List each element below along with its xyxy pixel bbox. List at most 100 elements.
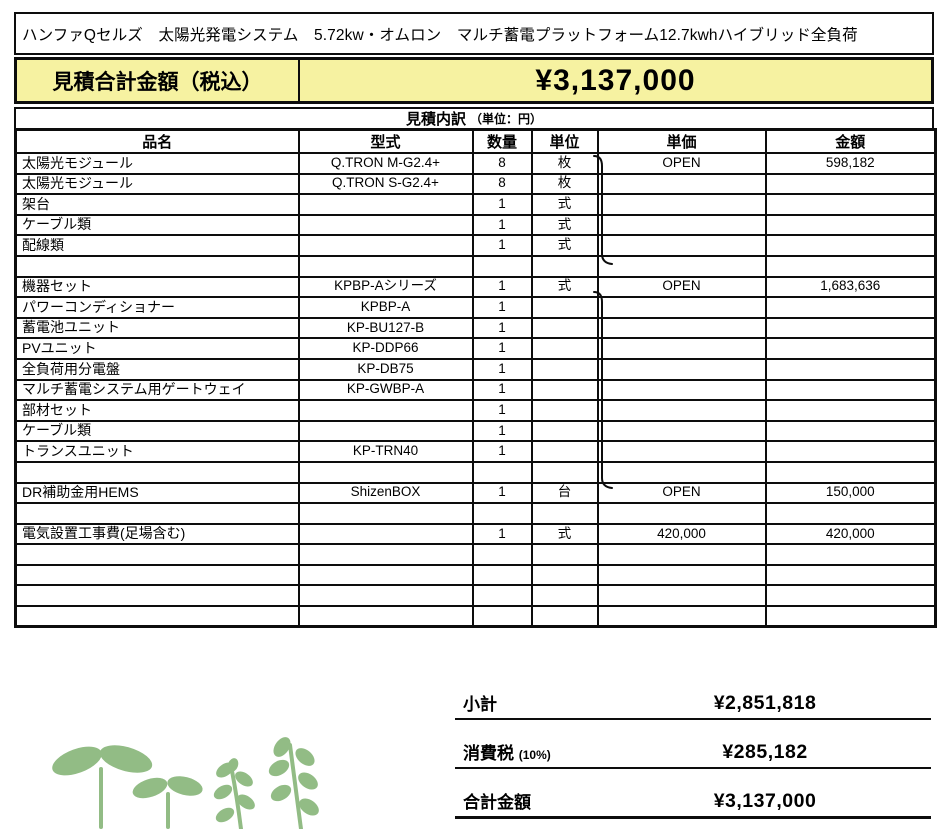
unit-cell: 式: [530, 193, 599, 216]
model-cell: KPBP-A: [297, 296, 474, 319]
amount-cell: [764, 460, 937, 484]
unit-cell: [530, 357, 599, 381]
header-item-name: 品名: [14, 128, 300, 154]
unit-price-cell: [596, 193, 767, 216]
grand-total-label: 見積合計金額（税込）: [17, 60, 300, 101]
quantity-cell: 1: [471, 440, 533, 463]
table-row: マルチ蓄電システム用ゲートウェイ KP-GWBP-A 1: [14, 378, 937, 402]
breakdown-unit-note: （単位：円）: [470, 112, 543, 126]
unit-cell: [530, 502, 599, 525]
quantity-cell: [471, 460, 533, 484]
seedling-illustration: [35, 737, 345, 834]
item-name-cell: 全負荷用分電盤: [14, 357, 300, 381]
quantity-cell: 1: [471, 296, 533, 319]
unit-price-cell: [596, 337, 767, 360]
item-name-cell: [14, 605, 300, 628]
amount-cell: [764, 254, 937, 278]
table-row: トランスユニット KP-TRN40 1: [14, 440, 937, 463]
model-cell: [297, 563, 474, 587]
model-cell: Q.TRON M-G2.4+: [297, 152, 474, 175]
quantity-cell: 1: [471, 419, 533, 443]
breakdown-caption: 見積内訳 （単位：円）: [14, 107, 934, 128]
model-cell: KP-GWBP-A: [297, 378, 474, 402]
unit-price-cell: [596, 460, 767, 484]
model-cell: [297, 502, 474, 525]
unit-price-cell: [596, 213, 767, 237]
estimate-table: 品名 型式 数量 単位 単価 金額 太陽光モジュール Q.TRON M-G2.4…: [14, 128, 937, 629]
table-row: [14, 254, 937, 278]
unit-cell: [530, 254, 599, 278]
amount-cell: [764, 316, 937, 340]
unit-cell: [530, 399, 599, 422]
unit-price-cell: [596, 296, 767, 319]
amount-cell: [764, 337, 937, 360]
header-model: 型式: [297, 128, 474, 154]
quantity-cell: 1: [471, 337, 533, 360]
amount-cell: [764, 584, 937, 608]
unit-cell: [530, 440, 599, 463]
table-row: 機器セット KPBP-Aシリーズ 1 式 OPEN 1,683,636: [14, 275, 937, 299]
subtotal-label: 小計: [463, 695, 497, 714]
quantity-cell: [471, 254, 533, 278]
model-cell: [297, 460, 474, 484]
table-row: パワーコンディショナー KPBP-A 1: [14, 296, 937, 319]
amount-cell: [764, 193, 937, 216]
unit-price-cell: [596, 563, 767, 587]
model-cell: [297, 584, 474, 608]
amount-cell: [764, 440, 937, 463]
total-value: ¥3,137,000: [713, 790, 817, 812]
unit-price-cell: [596, 440, 767, 463]
model-cell: KP-DDP66: [297, 337, 474, 360]
quantity-cell: 1: [471, 481, 533, 505]
quantity-cell: 1: [471, 213, 533, 237]
table-row: 太陽光モジュール Q.TRON M-G2.4+ 8 枚 OPEN 598,182: [14, 152, 937, 175]
item-name-cell: ケーブル類: [14, 213, 300, 237]
quantity-cell: 1: [471, 193, 533, 216]
tax-rate-note: (10%): [518, 748, 551, 762]
amount-cell: [764, 172, 937, 196]
table-row: 部材セット 1: [14, 399, 937, 422]
item-name-cell: パワーコンディショナー: [14, 296, 300, 319]
item-name-cell: 架台: [14, 193, 300, 216]
quantity-cell: [471, 605, 533, 628]
grand-total-value: ¥3,137,000: [535, 63, 696, 97]
header-amount: 金額: [764, 128, 937, 154]
unit-price-cell: [596, 357, 767, 381]
unit-cell: 式: [530, 275, 599, 299]
item-name-cell: DR補助金用HEMS: [14, 481, 300, 505]
item-name-cell: 配線類: [14, 234, 300, 257]
model-cell: KP-BU127-B: [297, 316, 474, 340]
model-cell: Q.TRON S-G2.4+: [297, 172, 474, 196]
unit-price-cell: [596, 399, 767, 422]
total-label: 合計金額: [463, 793, 531, 812]
item-name-cell: トランスユニット: [14, 440, 300, 463]
table-row: 配線類 1 式: [14, 234, 937, 257]
item-name-cell: 部材セット: [14, 399, 300, 422]
table-row: [14, 460, 937, 484]
grand-total-bar: 見積合計金額（税込） ¥3,137,000: [14, 57, 934, 104]
amount-cell: 150,000: [764, 481, 937, 505]
quantity-cell: 1: [471, 316, 533, 340]
item-name-cell: [14, 563, 300, 587]
subtotal-value: ¥2,851,818: [713, 692, 817, 714]
unit-price-cell: OPEN: [596, 481, 767, 505]
table-header-row: 品名 型式 数量 単位 単価 金額: [14, 128, 937, 154]
quantity-cell: 1: [471, 399, 533, 422]
table-row: 太陽光モジュール Q.TRON S-G2.4+ 8 枚: [14, 172, 937, 196]
item-name-cell: マルチ蓄電システム用ゲートウェイ: [14, 378, 300, 402]
total-row: 合計金額 ¥3,137,000: [455, 789, 931, 819]
header-quantity: 数量: [471, 128, 533, 154]
quantity-cell: 1: [471, 357, 533, 381]
table-body: 太陽光モジュール Q.TRON M-G2.4+ 8 枚 OPEN 598,182…: [14, 152, 937, 628]
model-cell: [297, 254, 474, 278]
amount-cell: [764, 378, 937, 402]
unit-cell: 式: [530, 234, 599, 257]
model-cell: ShizenBOX: [297, 481, 474, 505]
table-row: 電気設置工事費(足場含む) 1 式 420,000 420,000: [14, 522, 937, 546]
quantity-cell: [471, 563, 533, 587]
quantity-cell: 1: [471, 522, 533, 546]
quantity-cell: 8: [471, 152, 533, 175]
unit-cell: [530, 605, 599, 628]
item-name-cell: [14, 584, 300, 608]
tax-value: ¥285,182: [722, 741, 808, 763]
